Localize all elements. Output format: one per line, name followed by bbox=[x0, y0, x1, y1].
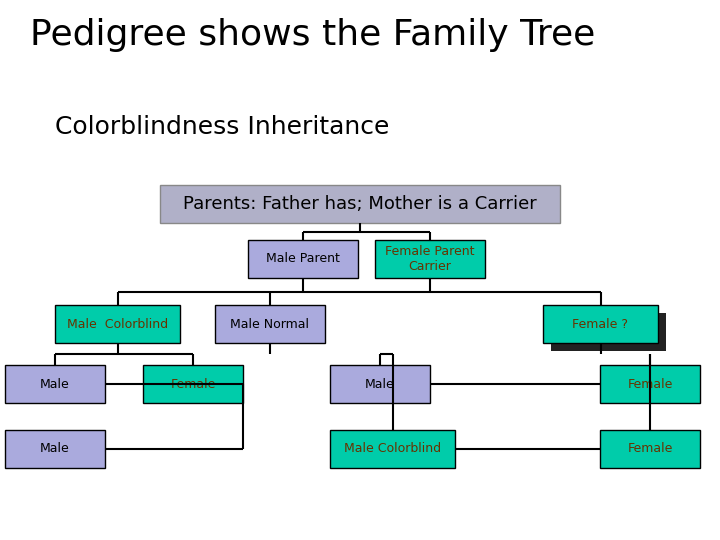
FancyBboxPatch shape bbox=[215, 305, 325, 343]
Text: Parents: Father has; Mother is a Carrier: Parents: Father has; Mother is a Carrier bbox=[183, 195, 537, 213]
FancyBboxPatch shape bbox=[600, 365, 700, 403]
Text: Male: Male bbox=[365, 377, 395, 390]
Text: Colorblindness Inheritance: Colorblindness Inheritance bbox=[55, 115, 390, 139]
FancyBboxPatch shape bbox=[160, 185, 560, 223]
FancyBboxPatch shape bbox=[143, 365, 243, 403]
FancyBboxPatch shape bbox=[375, 240, 485, 278]
FancyBboxPatch shape bbox=[330, 365, 430, 403]
Text: Male Normal: Male Normal bbox=[230, 318, 310, 330]
FancyBboxPatch shape bbox=[248, 240, 358, 278]
Text: Male Parent: Male Parent bbox=[266, 253, 340, 266]
FancyBboxPatch shape bbox=[551, 313, 666, 351]
Text: Pedigree shows the Family Tree: Pedigree shows the Family Tree bbox=[30, 18, 595, 52]
Text: Female: Female bbox=[171, 377, 216, 390]
FancyBboxPatch shape bbox=[5, 430, 105, 468]
FancyBboxPatch shape bbox=[330, 430, 455, 468]
Text: Male: Male bbox=[40, 442, 70, 456]
FancyBboxPatch shape bbox=[543, 305, 658, 343]
Text: Male  Colorblind: Male Colorblind bbox=[67, 318, 168, 330]
FancyBboxPatch shape bbox=[600, 430, 700, 468]
Text: Male: Male bbox=[40, 377, 70, 390]
Text: Male Colorblind: Male Colorblind bbox=[344, 442, 441, 456]
FancyBboxPatch shape bbox=[5, 365, 105, 403]
Text: Female ?: Female ? bbox=[572, 318, 629, 330]
Text: Female Parent
Carrier: Female Parent Carrier bbox=[385, 245, 474, 273]
Text: Female: Female bbox=[627, 442, 672, 456]
Text: Female: Female bbox=[627, 377, 672, 390]
FancyBboxPatch shape bbox=[55, 305, 180, 343]
